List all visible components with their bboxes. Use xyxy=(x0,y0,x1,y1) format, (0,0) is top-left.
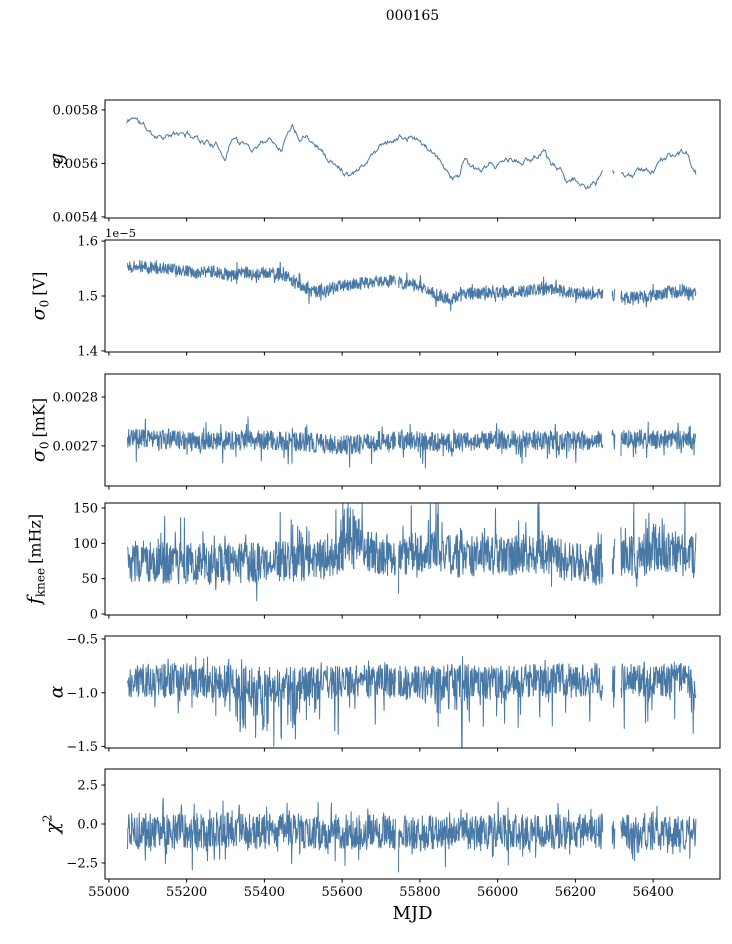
subplot-gain: 0.0058 0.0056 0.0054 xyxy=(53,99,721,225)
y-tick-label: 1.5 xyxy=(77,290,98,305)
y-tick-label: −0.5 xyxy=(66,633,98,648)
axes-frame xyxy=(104,502,721,616)
y-axis-label-part: 0 xyxy=(37,299,52,308)
y-axis-label-alpha: α xyxy=(45,685,68,699)
y-tick-label: 1.4 xyxy=(77,344,98,359)
axes-frame xyxy=(104,373,721,487)
x-tick-label: 56200 xyxy=(555,885,596,900)
data-series-chi2 xyxy=(127,797,697,873)
y-tick-label: 50 xyxy=(81,572,98,587)
y-axis-label-part: [V] xyxy=(29,271,49,296)
data-series-sigma0_V xyxy=(127,259,697,312)
x-tick-label: 55000 xyxy=(88,885,129,900)
y-tick-label: 0.0056 xyxy=(53,157,99,172)
y-tick-label: 1.6 xyxy=(77,235,98,250)
y-axis-label-sigma0_V: σ0 [V] xyxy=(27,271,52,321)
y-tick-label: 0.0028 xyxy=(53,390,99,405)
y-axis-label-part: 0 xyxy=(37,441,52,450)
y-tick-label: 0.0027 xyxy=(53,439,99,454)
y-axis-label-part: 2 xyxy=(40,814,55,823)
y-tick-label: 100 xyxy=(73,537,98,552)
y-tick-label: 2.5 xyxy=(77,779,98,794)
y-tick-label: −2.5 xyxy=(66,856,98,871)
y-axis-label-part: g xyxy=(45,152,68,166)
x-tick-label: 56400 xyxy=(632,885,673,900)
data-series-fknee xyxy=(127,503,697,602)
data-series-sigma0_mK xyxy=(127,416,697,469)
x-tick-label: 55600 xyxy=(321,885,362,900)
y-axis-label-part: [mK] xyxy=(29,397,49,438)
y-tick-label: 0.0 xyxy=(77,818,98,833)
x-tick-label: 55200 xyxy=(166,885,207,900)
y-tick-label: 150 xyxy=(73,501,98,516)
x-tick-label: 55800 xyxy=(399,885,440,900)
y-axis-label-part: knee xyxy=(33,567,48,598)
y-axis-label-chi2: χ2 xyxy=(40,814,64,834)
subplot-fknee: 150 100 50 0 xyxy=(73,501,721,623)
y-axis-label-part: σ xyxy=(27,449,50,463)
y-axis-label-sigma0_mK: σ0 [mK] xyxy=(27,397,52,463)
axis-offset-text: 1e−5 xyxy=(105,226,137,240)
axes-frame xyxy=(104,99,721,219)
y-axis-label-part: f xyxy=(23,597,46,605)
data-series-alpha xyxy=(127,656,697,748)
y-tick-label: 0.0054 xyxy=(53,210,99,225)
data-series-gain xyxy=(125,117,697,190)
subplot-sigma0_mK: 0.0028 0.0027 xyxy=(53,373,721,490)
axes-frame xyxy=(104,635,721,749)
y-axis-label-part: [mHz] xyxy=(25,513,45,564)
y-tick-label: −1.0 xyxy=(66,686,98,701)
y-tick-label: 0.0058 xyxy=(53,103,99,118)
subplot-chi2: 2.5 0.0 −2.5 55000 55200 55400 55600 55800 56000… xyxy=(66,768,721,900)
chart-title: 000165 xyxy=(385,8,440,24)
y-axis-label-gain: g xyxy=(45,152,68,166)
subplot-alpha: −0.5 −1.0 −1.5 xyxy=(66,633,721,755)
y-tick-label: 0 xyxy=(90,608,98,623)
x-tick-label: 56000 xyxy=(477,885,518,900)
x-axis-label: MJD xyxy=(392,903,433,924)
y-axis-label-fknee: fknee [mHz] xyxy=(23,513,48,605)
subplot-sigma0_V: 1.6 1.5 1.4 xyxy=(77,235,721,359)
y-tick-label: −1.5 xyxy=(66,740,98,755)
x-tick-label: 55400 xyxy=(244,885,285,900)
y-axis-label-part: χ xyxy=(41,822,64,834)
y-axis-label-part: α xyxy=(45,685,68,699)
y-axis-label-part: σ xyxy=(27,307,50,321)
